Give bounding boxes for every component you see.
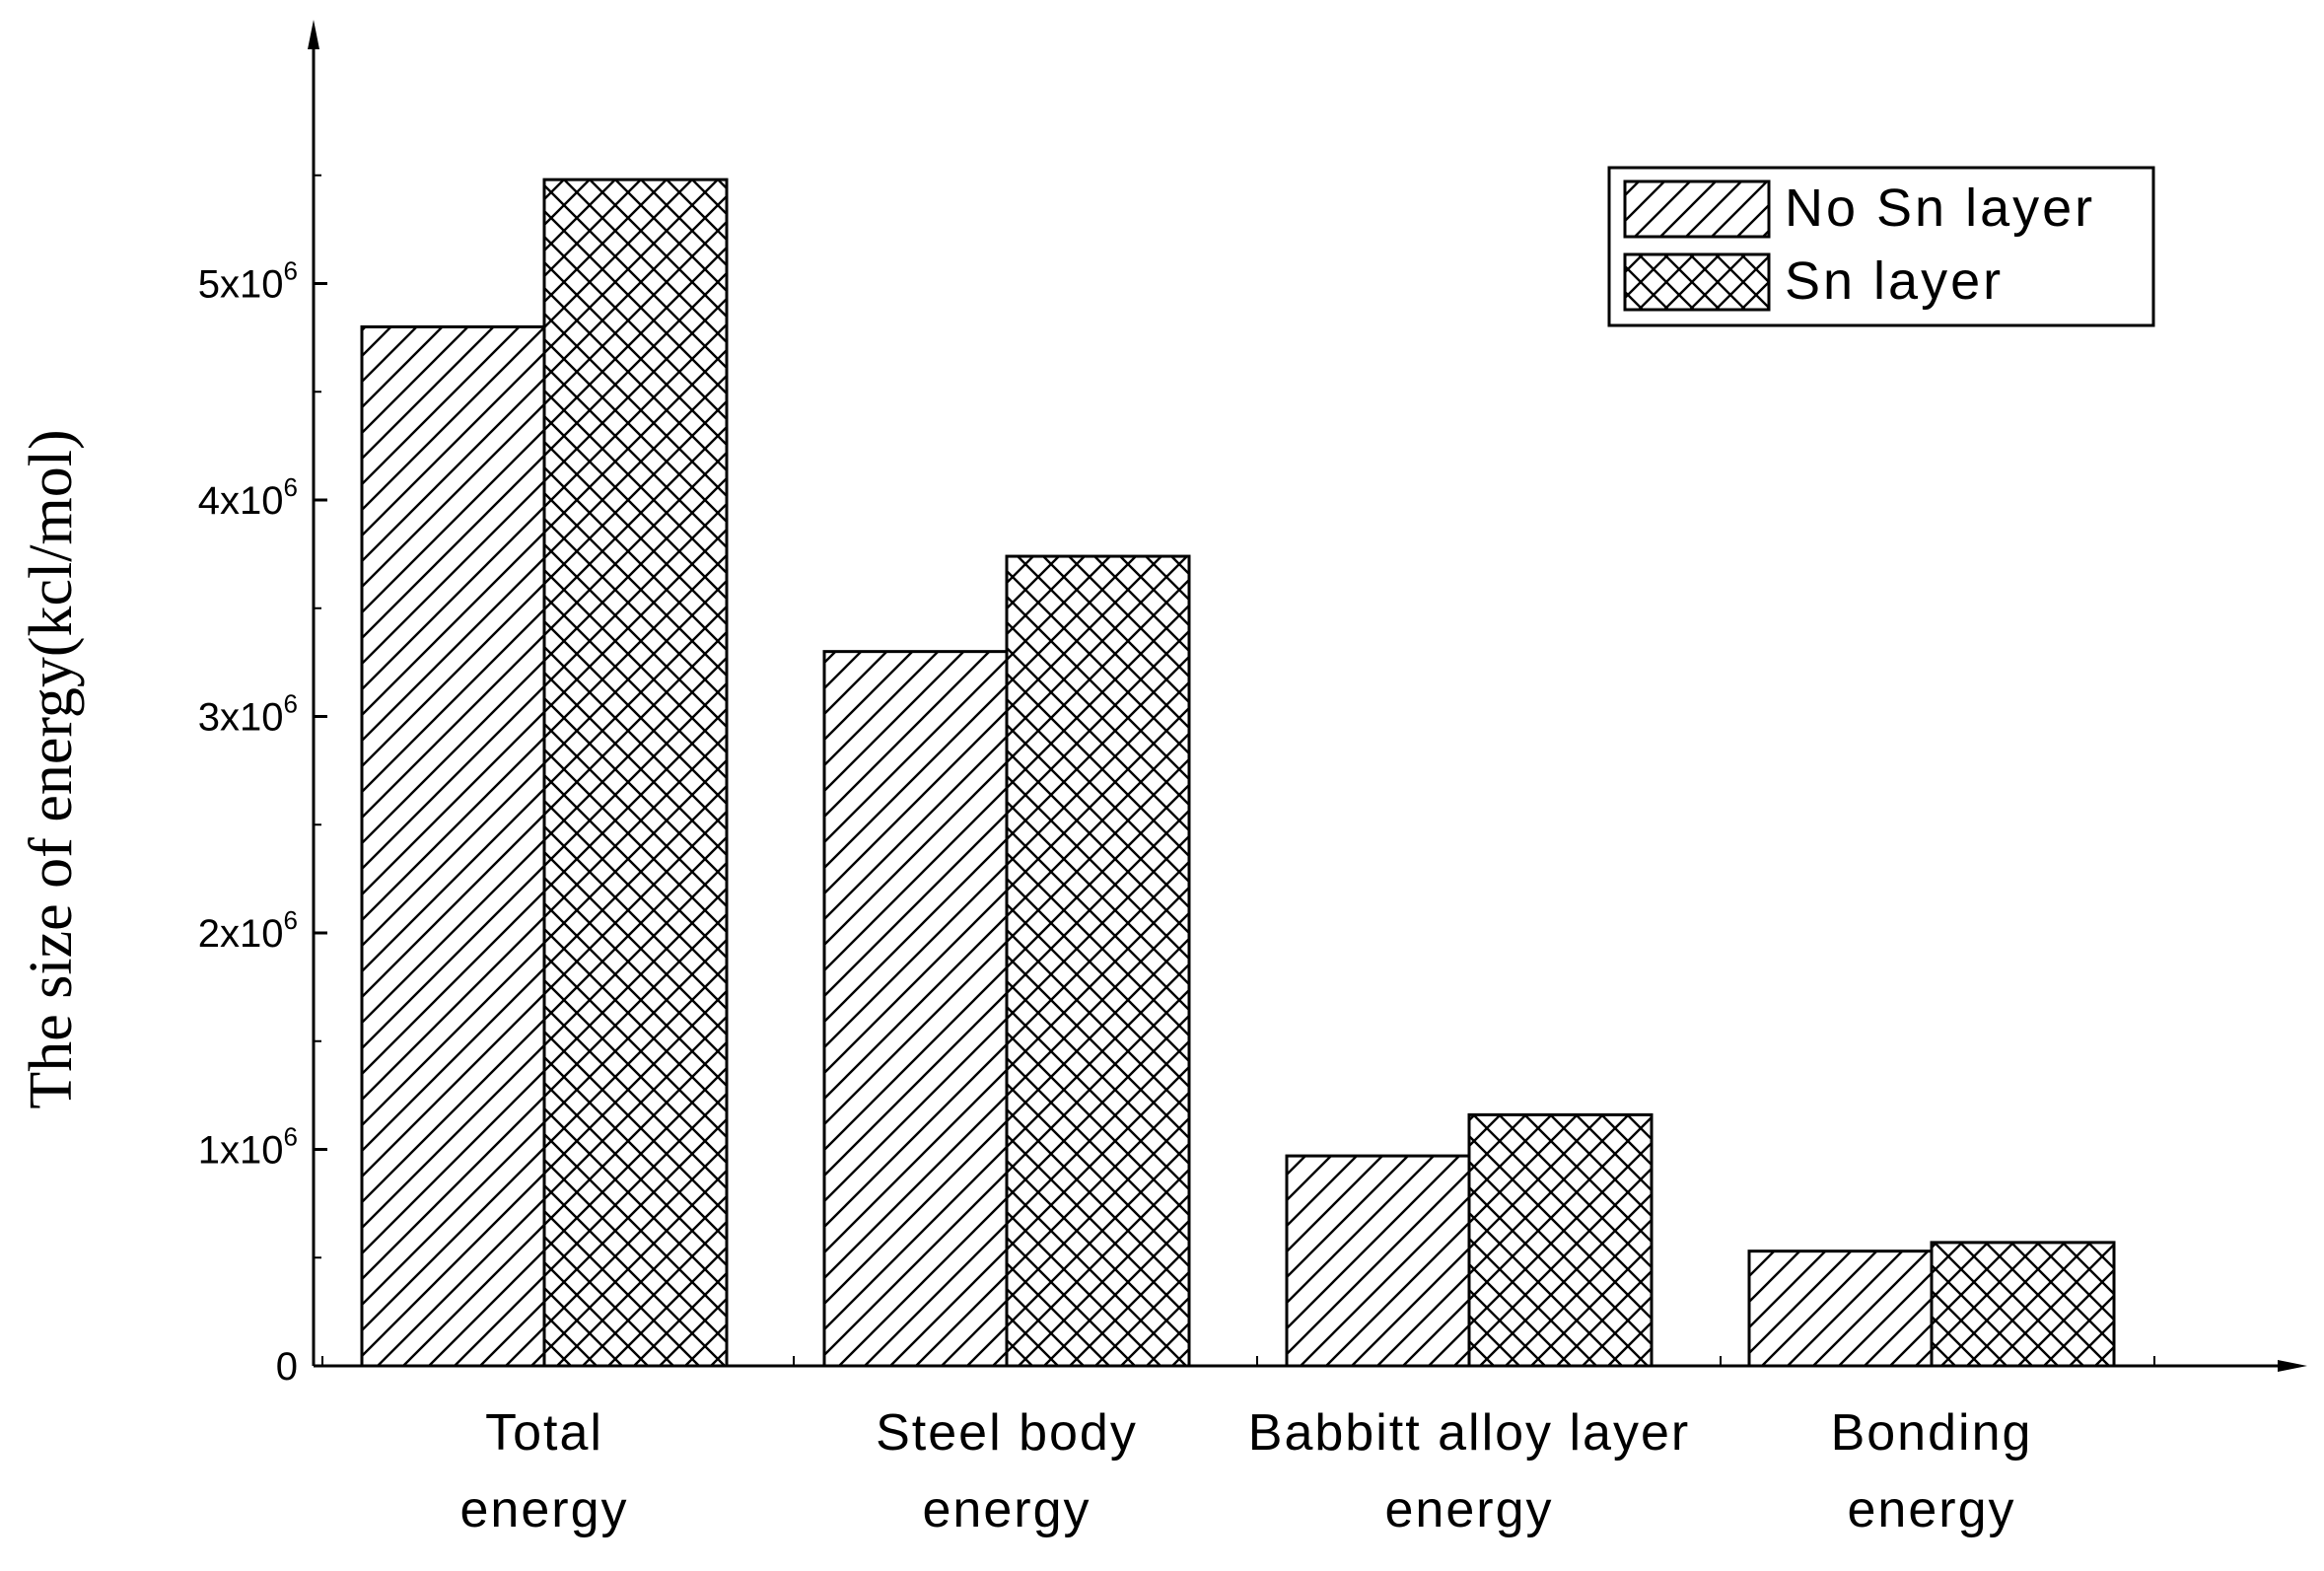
bar-no-sn-layer-2 bbox=[1285, 1154, 1471, 1368]
category-label-3: energy bbox=[1848, 1481, 2016, 1538]
category-label-1: energy bbox=[923, 1481, 1092, 1538]
x-axis-arrow bbox=[2278, 1360, 2307, 1372]
y-tick-label: 3x106 bbox=[198, 689, 298, 740]
bar-no-sn-layer-3 bbox=[1747, 1250, 1934, 1368]
bars-layer bbox=[360, 178, 2116, 1368]
axes bbox=[308, 20, 2307, 1372]
y-tick-label: 2x106 bbox=[198, 905, 298, 956]
category-label-1: Steel body bbox=[876, 1404, 1138, 1462]
bar-sn-layer-3 bbox=[1930, 1241, 2116, 1368]
category-label-3: Bonding bbox=[1831, 1404, 2033, 1462]
bar-no-sn-layer-0 bbox=[360, 324, 546, 1368]
bar-sn-layer-0 bbox=[542, 178, 729, 1368]
legend-label-1: Sn layer bbox=[1785, 251, 2004, 311]
y-tick-label: 0 bbox=[276, 1345, 298, 1389]
legend-swatch-1 bbox=[1623, 252, 1771, 312]
category-label-2: Babbitt alloy layer bbox=[1248, 1404, 1690, 1462]
legend-label-0: No Sn layer bbox=[1785, 179, 2095, 238]
y-axis-arrow bbox=[308, 20, 319, 49]
legend-swatch-0 bbox=[1623, 179, 1771, 239]
bar-sn-layer-1 bbox=[1005, 554, 1191, 1368]
category-label-2: energy bbox=[1385, 1481, 1554, 1538]
bar-no-sn-layer-1 bbox=[822, 650, 1009, 1368]
category-label-0: energy bbox=[460, 1481, 629, 1538]
y-tick-label: 5x106 bbox=[198, 256, 298, 307]
y-ticks: 0 1x106 2x106 3x106 4x106 5x106 bbox=[198, 174, 327, 1389]
y-axis-label: The size of energy(kcl/mol) bbox=[18, 429, 85, 1108]
y-tick-label: 4x106 bbox=[198, 472, 298, 523]
x-category-labels: Total energy Steel body energy Babbitt alloy… bbox=[460, 1404, 2033, 1538]
bar-sn-layer-2 bbox=[1467, 1112, 1654, 1368]
category-label-0: Total bbox=[485, 1404, 603, 1462]
legend: No Sn layer Sn layer bbox=[1607, 166, 2155, 327]
y-tick-label: 1x106 bbox=[198, 1122, 298, 1173]
